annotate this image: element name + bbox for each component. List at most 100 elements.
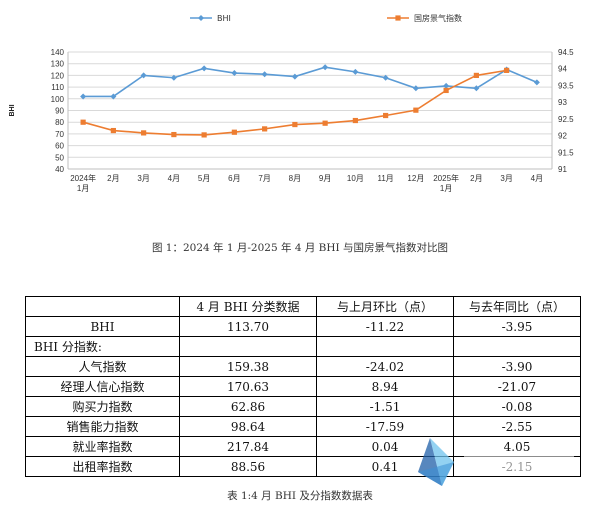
y-axis-label: BHI xyxy=(9,104,16,116)
series-point xyxy=(382,74,389,81)
y2-tick-label: 93 xyxy=(558,98,567,107)
series-point xyxy=(110,93,117,100)
cell-yoy: -3.95 xyxy=(453,316,581,337)
table-caption: 表 1:4 月 BHI 及分指数数据表 xyxy=(227,490,373,502)
table-row: 就业率指数 217.84 0.04 4.05 xyxy=(25,436,581,457)
row-label: BHI 分指数: xyxy=(25,336,180,357)
series-point xyxy=(412,85,419,92)
y-tick-label: 140 xyxy=(51,48,65,57)
y-tick-label: 70 xyxy=(55,130,64,139)
series-point xyxy=(141,130,147,136)
cell-mom xyxy=(316,336,454,357)
legend-label: 国房景气指数 xyxy=(414,13,462,23)
series-point xyxy=(352,68,359,75)
cell-yoy: -2.55 xyxy=(453,416,581,437)
cell-yoy: 4.05 xyxy=(453,436,581,457)
y-tick-label: 40 xyxy=(55,165,64,174)
figure-caption: 图 1：2024 年 1 月-2025 年 4 月 BHI 与国房景气指数对比图 xyxy=(151,242,449,254)
series-point xyxy=(261,71,268,78)
y-tick-label: 50 xyxy=(55,153,64,162)
x-tick-label: 3月 xyxy=(500,174,512,183)
x-tick-label: 3月 xyxy=(137,174,149,183)
cell-yoy: -0.08 xyxy=(453,396,581,417)
y2-tick-label: 91.5 xyxy=(558,148,574,157)
table-header-cell: 4 月 BHI 分类数据 xyxy=(179,296,317,317)
x-tick-label: 12月 xyxy=(407,174,424,183)
x-tick-label: 1月 xyxy=(440,184,452,193)
cell-value: 159.38 xyxy=(179,356,317,377)
x-tick-label: 4月 xyxy=(531,174,543,183)
x-tick-label: 7月 xyxy=(258,174,270,183)
series-point xyxy=(80,93,87,100)
table-row: BHI 113.70 -11.22 -3.95 xyxy=(25,316,581,337)
series-point xyxy=(80,119,86,125)
y-tick-label: 90 xyxy=(55,107,64,116)
x-tick-label: 8月 xyxy=(289,174,301,183)
series-point xyxy=(231,70,238,77)
x-tick-label: 11月 xyxy=(377,174,393,183)
x-tick-label: 5月 xyxy=(198,174,210,183)
table-row: BHI 分指数: xyxy=(25,336,581,357)
row-label: 销售能力指数 xyxy=(25,416,180,437)
row-label: 人气指数 xyxy=(25,356,180,377)
cell-mom: 8.94 xyxy=(316,376,454,397)
cell-value: 217.84 xyxy=(179,436,317,457)
table-header-cell: 与去年同比（点） xyxy=(453,296,581,317)
series-point xyxy=(110,127,116,134)
table-row: 销售能力指数 98.64 -17.59 -2.55 xyxy=(25,416,581,437)
table-row: 出租率指数 88.56 0.41 -2.15 xyxy=(25,456,581,477)
bhi-vs-housing-index-chart: 40 50 60 70 80 90 100 110 120 130 140 91 91.5 92 92.5 9… xyxy=(9,13,574,193)
table-row: 购买力指数 62.86 -1.51 -0.08 xyxy=(25,396,581,417)
y-tick-label: 130 xyxy=(51,60,65,69)
table-header-cell: 与上月环比（点） xyxy=(316,296,454,317)
y-tick-label: 110 xyxy=(51,83,64,92)
x-tick-label: 6月 xyxy=(228,174,240,183)
table-row: 人气指数 159.38 -24.02 -3.90 xyxy=(25,356,581,377)
cell-mom: -17.59 xyxy=(316,416,454,437)
x-tick-label: 4月 xyxy=(168,174,180,183)
x-tick-label: 2月 xyxy=(107,174,119,183)
series-point xyxy=(140,72,147,79)
series-point xyxy=(170,74,177,81)
y2-tick-label: 92 xyxy=(558,132,567,141)
x-tick-label: 1月 xyxy=(77,184,89,193)
series-point xyxy=(533,79,540,86)
series-point xyxy=(201,65,208,72)
table-header-row: 4 月 BHI 分类数据 与上月环比（点） 与去年同比（点） xyxy=(25,296,581,317)
cell-mom: -11.22 xyxy=(316,316,454,337)
y2-tick-label: 94.5 xyxy=(558,48,574,57)
cell-mom: 0.04 xyxy=(316,436,454,457)
cell-yoy: -3.90 xyxy=(453,356,581,377)
chart-area: 40 50 60 70 80 90 100 110 120 130 140 91 91.5 92 92.5 9… xyxy=(0,0,600,210)
cell-mom: -1.51 xyxy=(316,396,454,417)
row-label: 出租率指数 xyxy=(25,456,180,477)
cell-value: 88.56 xyxy=(179,456,317,477)
table-header-cell xyxy=(25,296,180,317)
x-tick-label: 9月 xyxy=(319,174,331,183)
cell-mom: 0.41 xyxy=(316,456,454,477)
series-line-1 xyxy=(83,66,538,98)
row-label: 购买力指数 xyxy=(25,396,180,417)
legend-marker xyxy=(395,15,401,21)
bhi-data-table: 4 月 BHI 分类数据 与上月环比（点） 与去年同比（点） BHI 113.7… xyxy=(25,296,581,477)
series-point xyxy=(322,64,329,71)
y2-tick-label: 93.5 xyxy=(558,81,574,90)
series-point xyxy=(443,82,450,89)
x-tick-label: 2月 xyxy=(470,174,482,183)
y-tick-label: 100 xyxy=(51,95,65,104)
cell-yoy: -2.15 xyxy=(453,456,581,477)
y2-tick-label: 91 xyxy=(558,165,567,174)
series-point xyxy=(322,120,328,126)
legend-marker xyxy=(198,15,204,21)
cell-value: 113.70 xyxy=(179,316,317,337)
series-point xyxy=(473,85,480,92)
x-tick-label: 2024年 xyxy=(70,173,96,183)
y-tick-label: 80 xyxy=(55,118,64,127)
series-point xyxy=(262,126,268,132)
series-point xyxy=(292,121,298,128)
series-point xyxy=(413,107,419,113)
cell-value: 170.63 xyxy=(179,376,317,397)
table-row: 经理人信心指数 170.63 8.94 -21.07 xyxy=(25,376,581,397)
series-point xyxy=(473,72,479,78)
y-tick-label: 120 xyxy=(51,71,65,80)
